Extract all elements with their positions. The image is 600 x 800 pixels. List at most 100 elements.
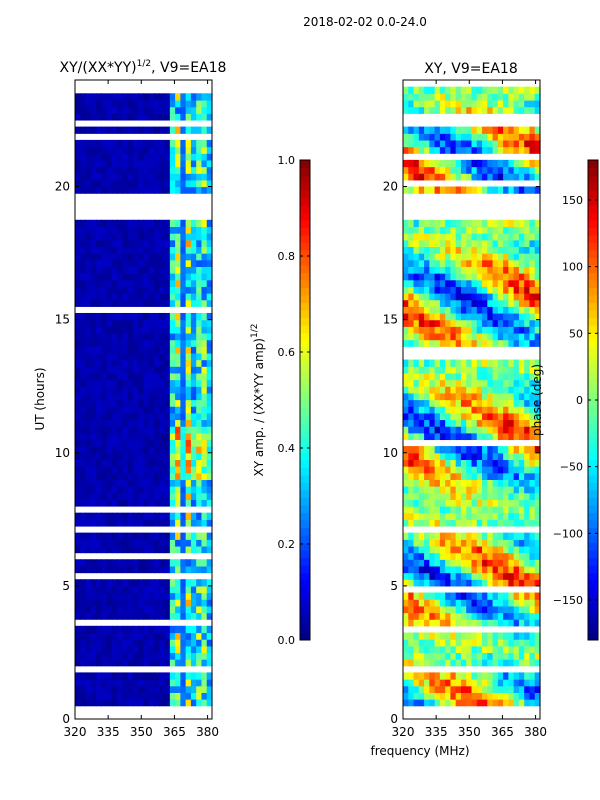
- heatmap-cell: [429, 339, 436, 347]
- heatmap-cell: [206, 233, 213, 241]
- heatmap-cell: [408, 552, 415, 560]
- heatmap-cell: [439, 492, 446, 500]
- heatmap-cell: [497, 552, 504, 560]
- heatmap-cell: [424, 512, 430, 520]
- heatmap-cell: [169, 545, 176, 554]
- heatmap-cell: [138, 539, 145, 547]
- heatmap-cell: [169, 459, 176, 467]
- heatmap-cell: [524, 226, 531, 234]
- heatmap-cell: [429, 406, 436, 414]
- heatmap-cell: [175, 659, 181, 667]
- figure-suptitle: 2018-02-02 0.0-24.0: [303, 15, 427, 29]
- heatmap-cell: [476, 239, 483, 248]
- heatmap-cell: [529, 173, 536, 181]
- heatmap-cell: [159, 113, 166, 121]
- heatmap-cell: [487, 226, 494, 234]
- heatmap-cell: [96, 286, 102, 294]
- heatmap-cell: [508, 226, 515, 234]
- heatmap-cell: [508, 166, 515, 174]
- heatmap-cell: [460, 146, 467, 154]
- heatmap-cell: [175, 219, 181, 228]
- heatmap-cell: [122, 466, 129, 474]
- heatmap-cell: [418, 166, 425, 174]
- heatmap-cell: [503, 605, 509, 614]
- heatmap-cell: [497, 412, 504, 421]
- heatmap-cell: [455, 419, 462, 427]
- heatmap-cell: [154, 359, 160, 367]
- heatmap-cell: [143, 259, 150, 267]
- colorbar-segment: [300, 340, 310, 348]
- heatmap-cell: [434, 166, 441, 174]
- heatmap-cell: [439, 219, 446, 228]
- heatmap-cell: [101, 106, 108, 114]
- colorbar-segment: [300, 452, 310, 461]
- heatmap-cell: [529, 412, 536, 421]
- heatmap-cell: [503, 126, 509, 134]
- heatmap-cell: [138, 99, 145, 108]
- heatmap-cell: [196, 432, 203, 441]
- heatmap-cell: [503, 166, 509, 174]
- colorbar-segment: [300, 490, 310, 498]
- heatmap-cell: [403, 246, 409, 254]
- heatmap-cell: [143, 652, 150, 660]
- heatmap-cell: [159, 106, 166, 114]
- heatmap-cell: [143, 492, 150, 500]
- heatmap-cell: [132, 605, 139, 614]
- heatmap-cell: [169, 179, 176, 188]
- heatmap-cell: [424, 552, 430, 560]
- heatmap-cell: [466, 632, 473, 640]
- heatmap-cell: [534, 579, 541, 587]
- heatmap-cell: [148, 639, 155, 647]
- heatmap-cell: [513, 432, 520, 441]
- heatmap-cell: [75, 332, 81, 341]
- heatmap-cell: [513, 532, 520, 540]
- heatmap-cell: [169, 159, 176, 168]
- heatmap-cell: [508, 326, 515, 334]
- heatmap-cell: [429, 419, 436, 427]
- heatmap-cell: [513, 93, 520, 101]
- heatmap-cell: [455, 599, 462, 607]
- heatmap-cell: [90, 565, 97, 574]
- heatmap-cell: [106, 106, 113, 114]
- heatmap-cell: [85, 452, 92, 461]
- heatmap-cell: [154, 279, 160, 287]
- heatmap-cell: [106, 426, 113, 434]
- heatmap-cell: [434, 299, 441, 307]
- heatmap-cell: [80, 126, 87, 134]
- heatmap-cell: [75, 645, 81, 654]
- heatmap-cell: [434, 512, 441, 520]
- heatmap-cell: [132, 159, 139, 168]
- heatmap-cell: [117, 233, 124, 241]
- heatmap-cell: [206, 266, 213, 274]
- heatmap-cell: [439, 159, 446, 168]
- colorbar-segment: [588, 400, 598, 408]
- heatmap-cell: [85, 233, 92, 241]
- heatmap-cell: [159, 339, 166, 347]
- colorbar-segment: [300, 332, 310, 341]
- heatmap-cell: [445, 253, 452, 261]
- heatmap-cell: [476, 99, 483, 108]
- heatmap-cell: [445, 86, 452, 94]
- heatmap-cell: [111, 479, 118, 487]
- heatmap-cell: [85, 346, 92, 354]
- heatmap-cell: [206, 253, 213, 261]
- heatmap-cell: [529, 579, 536, 587]
- heatmap-cell: [80, 379, 87, 387]
- heatmap-cell: [466, 253, 473, 261]
- heatmap-cell: [413, 259, 420, 267]
- heatmap-cell: [122, 173, 129, 181]
- heatmap-cell: [122, 359, 129, 367]
- heatmap-cell: [175, 532, 181, 540]
- heatmap-cell: [450, 273, 457, 281]
- heatmap-cell: [450, 326, 457, 334]
- colorbar-tick-label: 100: [562, 261, 583, 274]
- heatmap-cell: [466, 592, 473, 600]
- heatmap-cell: [487, 339, 494, 347]
- heatmap-cell: [169, 659, 176, 667]
- heatmap-cell: [117, 126, 124, 134]
- heatmap-cell: [132, 279, 139, 287]
- heatmap-cell: [90, 446, 97, 454]
- colorbar-segment: [300, 430, 310, 438]
- heatmap-cell: [445, 306, 452, 314]
- colorbar-tick-label: 0.6: [278, 346, 296, 359]
